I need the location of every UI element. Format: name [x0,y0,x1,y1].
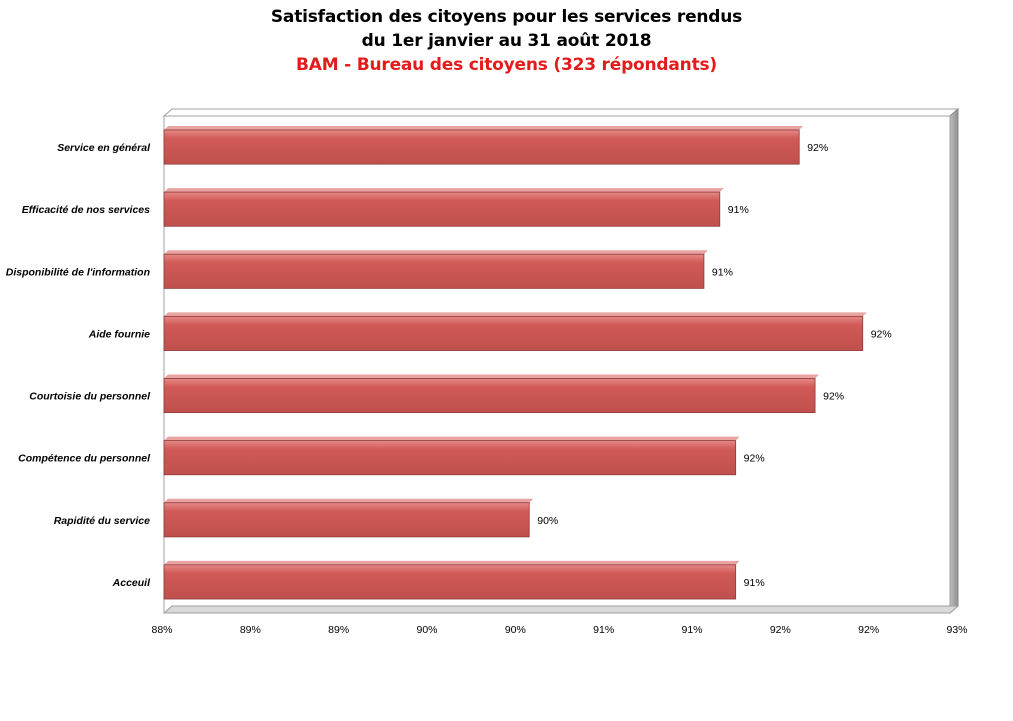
data-label: 92% [823,391,844,403]
x-tick-label: 90% [505,624,526,636]
plot-back-wall-edge [162,108,960,117]
chart-title-line-2: du 1er janvier au 31 août 2018 [361,31,652,51]
category-label: Acceuil [112,577,151,589]
data-label: 91% [744,577,765,589]
bar-top-face [164,125,804,130]
data-label: 90% [537,515,558,527]
x-tick-label: 88% [151,624,172,636]
x-tick-label: 92% [858,624,879,636]
bar [163,440,737,476]
category-label: Efficacité de nos services [22,204,150,216]
bar-top-face [164,250,708,255]
bar-top-face [164,436,740,441]
category-label: Compétence du personnel [18,453,151,465]
bar [163,191,721,227]
bar-top-face [164,560,740,565]
x-tick-label: 89% [328,624,349,636]
plot-floor [162,605,960,614]
bar [163,502,530,538]
x-axis-tick-labels: 88% 89% 89% 90% 90% 91% 91% 92% 92% 93% [151,624,967,636]
category-label: Service en général [57,142,151,154]
data-label: 92% [871,328,892,340]
bar [163,315,864,351]
data-label: 92% [744,453,765,465]
data-labels: 92% 91% 91% 92% 92% 92% 90% 91% [537,142,891,589]
bar [163,378,816,414]
x-tick-label: 90% [416,624,437,636]
data-label: 91% [728,204,749,216]
bars-group [163,125,867,600]
bar [163,253,705,289]
bar-top-face [164,188,724,193]
data-label: 91% [712,266,733,278]
category-label: Courtoisie du personnel [29,391,151,403]
chart-title: Satisfaction des citoyens pour les servi… [0,5,1013,77]
bar [163,129,800,165]
chart-title-line-1: Satisfaction des citoyens pour les servi… [270,7,743,27]
category-labels: Service en général Efficacité de nos serv… [6,142,151,589]
plot-right-wall [949,107,959,615]
x-tick-label: 91% [593,624,614,636]
bar-top-face [164,312,867,317]
x-tick-label: 91% [681,624,702,636]
plot-area [162,107,960,615]
chart-subtitle: BAM - Bureau des citoyens (323 répondant… [296,55,717,75]
category-label: Aide fournie [88,328,150,340]
bar-top-face [164,374,820,379]
category-label: Rapidité du service [54,515,150,527]
x-tick-label: 92% [770,624,791,636]
x-tick-label: 89% [240,624,261,636]
data-label: 92% [807,142,828,154]
category-label: Disponibilité de l'information [6,266,150,278]
bar [163,564,737,600]
bar-top-face [164,498,534,503]
x-tick-label: 93% [946,624,967,636]
